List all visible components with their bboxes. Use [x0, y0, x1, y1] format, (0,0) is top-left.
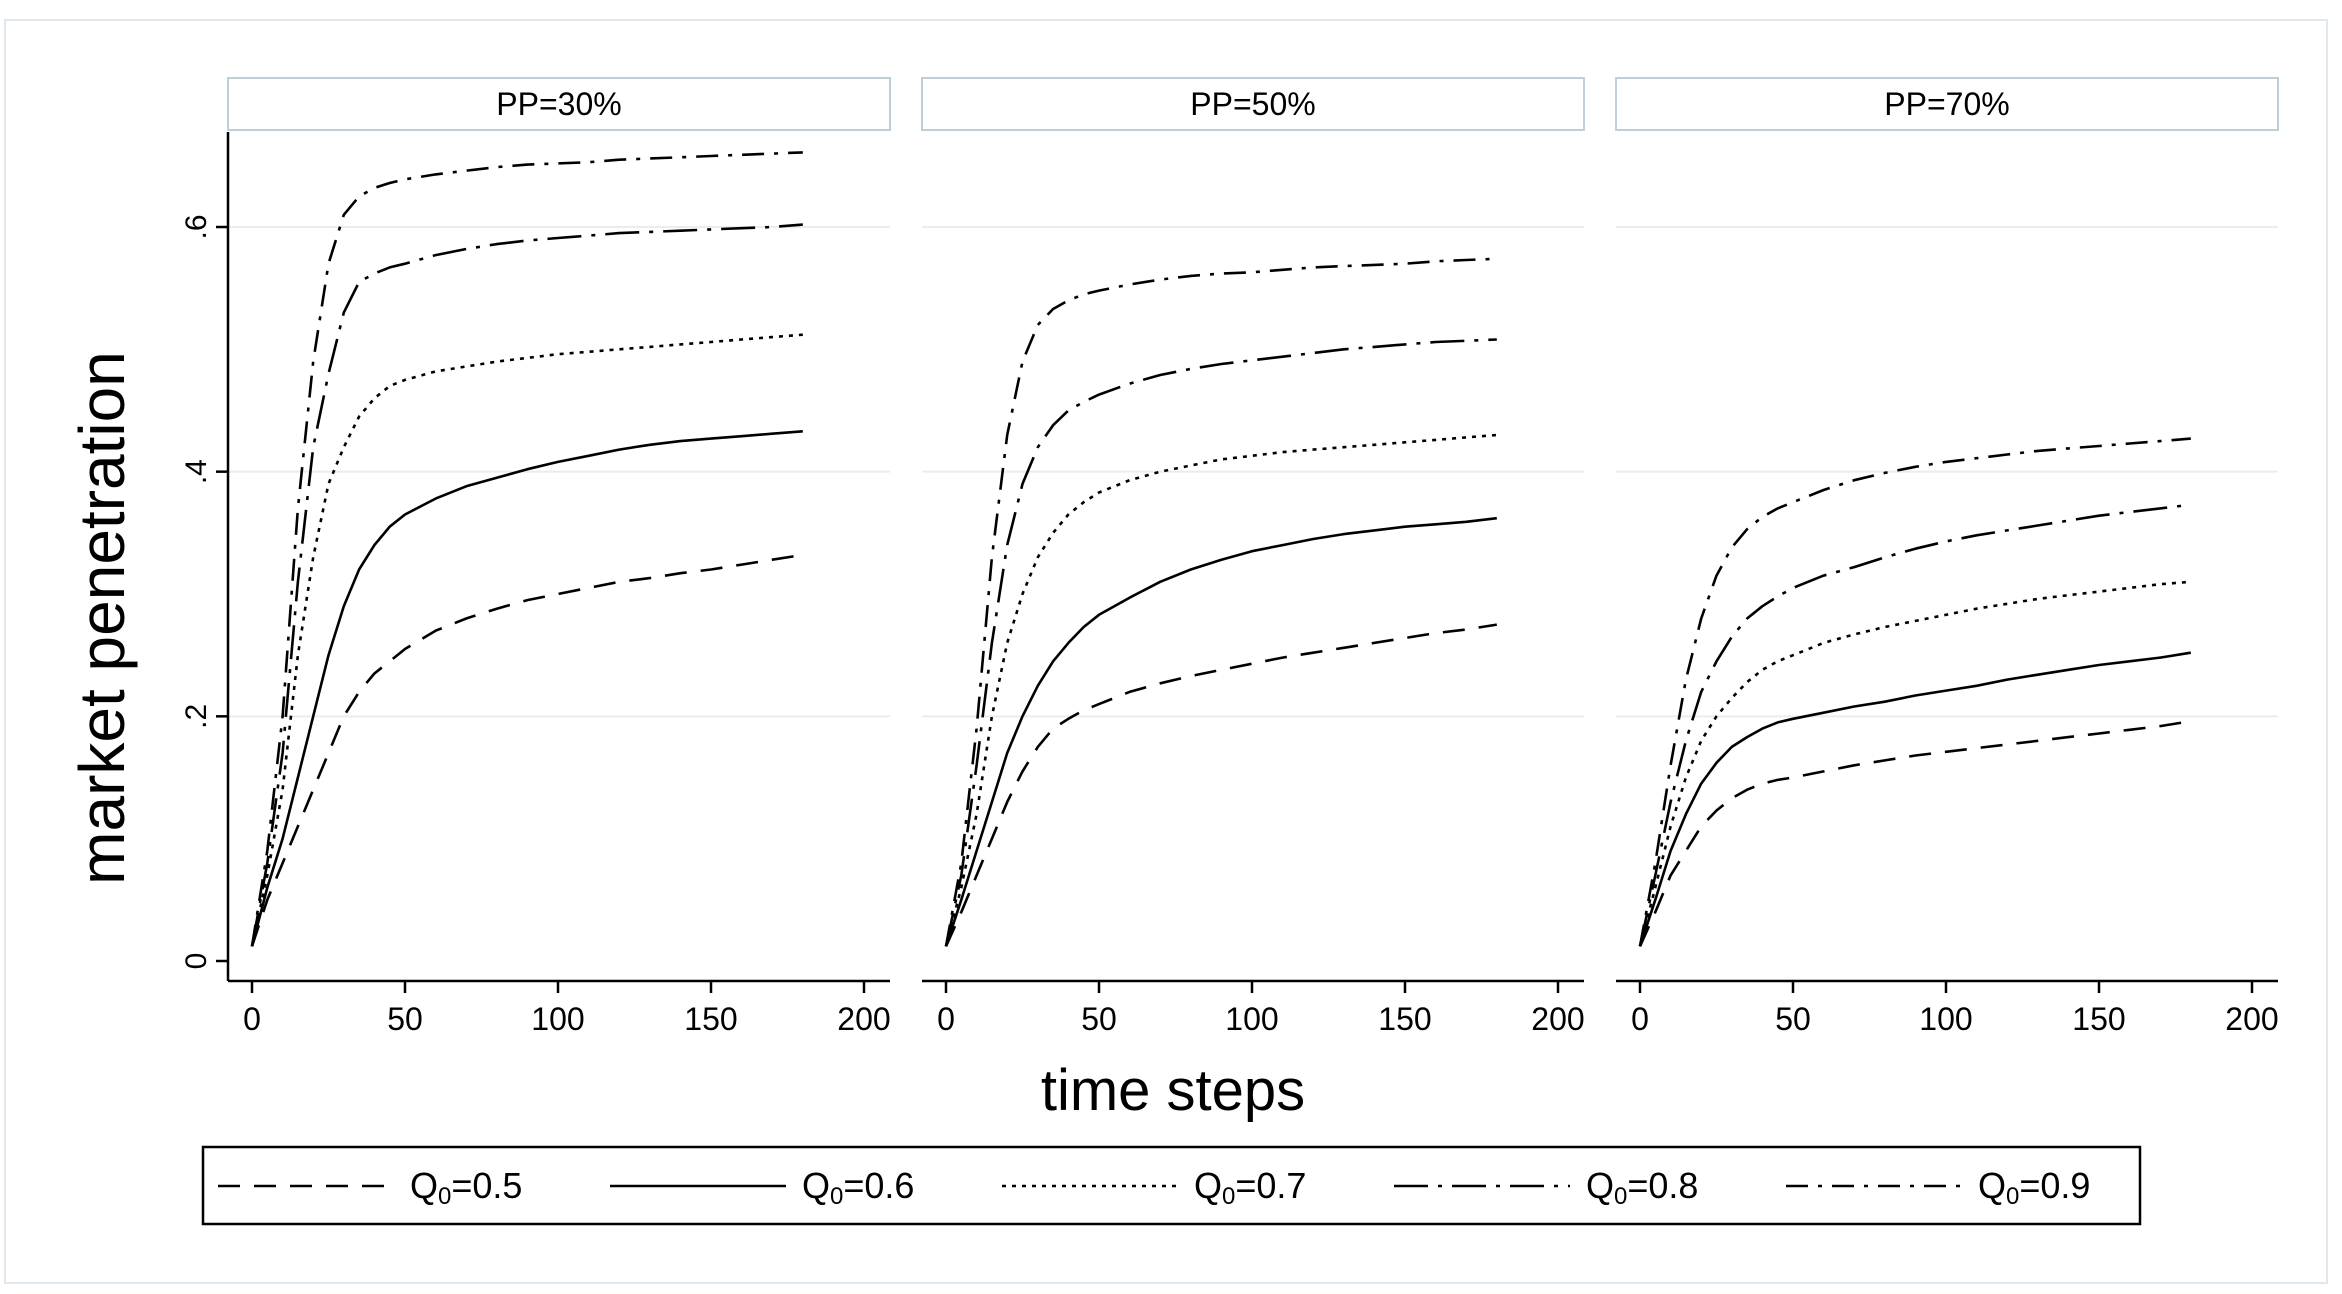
panel-header-strip	[921, 77, 1585, 131]
series-line-q0-0-6	[1638, 651, 2192, 947]
x-tick-label: 150	[684, 1001, 737, 1037]
legend-value: =0.9	[2019, 1165, 2090, 1206]
legend-label: Q0=0.7	[1194, 1165, 1306, 1210]
series-line-q0-0-7	[944, 433, 1497, 947]
outer-frame	[4, 19, 2328, 1284]
legend-entry-2: Q0=0.6	[610, 1165, 914, 1210]
series-line-q0-0-8	[1638, 503, 2191, 947]
series-line-q0-0-6	[944, 516, 1497, 947]
x-tick-label: 150	[2072, 1001, 2125, 1037]
series-line-q0-0-9	[944, 257, 1497, 947]
series-line-q0-0-8	[250, 223, 803, 947]
x-tick-label: 100	[1225, 1001, 1278, 1037]
x-tick-label: 0	[937, 1001, 955, 1037]
series-line-q0-0-9	[250, 151, 803, 947]
x-tick-label: 200	[2225, 1001, 2278, 1037]
panel-title: PP=70%	[1884, 86, 2009, 122]
y-tick-label: .4	[180, 459, 213, 484]
x-tick-label: 50	[1081, 1001, 1117, 1037]
legend-subscript: 0	[438, 1183, 451, 1210]
x-tick-label: 200	[1531, 1001, 1584, 1037]
legend-value: =0.7	[1235, 1165, 1306, 1206]
legend-label: Q0=0.8	[1586, 1165, 1698, 1210]
x-tick-label: 200	[837, 1001, 890, 1037]
y-tick-label: .2	[180, 704, 213, 729]
x-tick-label: 150	[1378, 1001, 1431, 1037]
legend-symbol: Q	[1194, 1165, 1222, 1206]
series-line-q0-0-6	[250, 430, 803, 947]
panel-header-strip	[1615, 77, 2279, 131]
panel-1: PP=30% 0 .2 .4 .6 0 50 100 150 200	[180, 77, 891, 1037]
series-line-q0-0-5	[1638, 719, 2192, 947]
legend-symbol: Q	[1978, 1165, 2006, 1206]
y-tick-label: 0	[180, 953, 213, 970]
legend-entry-1: Q0=0.5	[218, 1165, 522, 1210]
legend-label: Q0=0.6	[802, 1165, 914, 1210]
series-line-q0-0-7	[1638, 580, 2191, 947]
y-tick-label: .6	[180, 214, 213, 239]
legend-box	[201, 1145, 2142, 1226]
x-tick-label: 0	[243, 1001, 261, 1037]
legend-subscript: 0	[2006, 1183, 2019, 1210]
legend-label: Q0=0.9	[1978, 1165, 2090, 1210]
panel-2: PP=50% 0 50 100 150 200	[921, 77, 1585, 1037]
x-tick-label: 0	[1631, 1001, 1649, 1037]
legend-entry-3: Q0=0.7	[1002, 1165, 1306, 1210]
panel-title: PP=30%	[496, 86, 621, 122]
x-tick-label: 50	[387, 1001, 423, 1037]
series-line-q0-0-7	[250, 333, 803, 947]
series-line-q0-0-9	[1638, 437, 2191, 947]
y-axis-title: market penetration	[66, 351, 138, 885]
legend-symbol: Q	[802, 1165, 830, 1206]
x-tick-label: 100	[1919, 1001, 1972, 1037]
legend-label: Q0=0.5	[410, 1165, 522, 1210]
legend-symbol: Q	[410, 1165, 438, 1206]
legend-subscript: 0	[830, 1183, 843, 1210]
panel-title: PP=50%	[1190, 86, 1315, 122]
legend: Q0=0.5 Q0=0.6 Q0=0.7 Q0=0.8 Q0=0.9	[201, 1145, 2142, 1226]
legend-entry-5: Q0=0.9	[1786, 1165, 2090, 1210]
legend-value: =0.6	[843, 1165, 914, 1206]
legend-value: =0.5	[451, 1165, 522, 1206]
legend-subscript: 0	[1614, 1183, 1627, 1210]
panel-header-strip	[227, 77, 891, 131]
series-line-q0-0-5	[250, 553, 804, 947]
legend-entry-4: Q0=0.8	[1394, 1165, 1698, 1210]
series-line-q0-0-5	[944, 623, 1498, 947]
series-line-q0-0-8	[944, 338, 1497, 947]
legend-value: =0.8	[1627, 1165, 1698, 1206]
x-tick-label: 100	[531, 1001, 584, 1037]
panel-3: PP=70% 0 50 100 150 200	[1615, 77, 2279, 1037]
panels: PP=30% 0 .2 .4 .6 0 50 100 150 200 PP=50% 0 50 100 150…	[180, 77, 2279, 1037]
x-tick-label: 50	[1775, 1001, 1811, 1037]
legend-subscript: 0	[1222, 1183, 1235, 1210]
legend-symbol: Q	[1586, 1165, 1614, 1206]
x-axis-title: time steps	[1041, 1058, 1305, 1123]
